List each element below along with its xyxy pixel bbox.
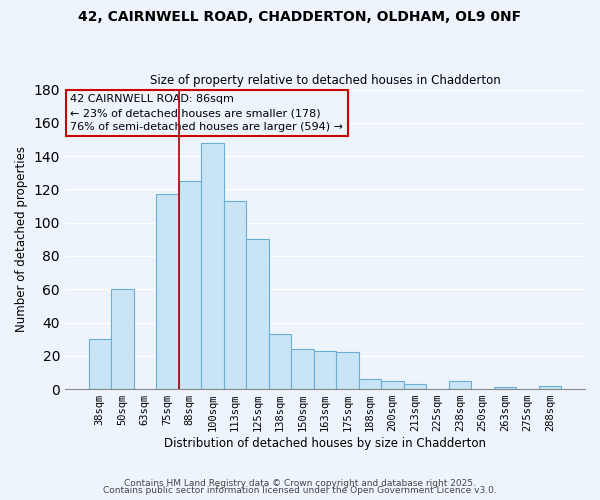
Bar bbox=[224, 201, 246, 389]
Bar bbox=[246, 240, 269, 389]
Bar bbox=[539, 386, 562, 389]
Bar bbox=[336, 352, 359, 389]
Text: Contains HM Land Registry data © Crown copyright and database right 2025.: Contains HM Land Registry data © Crown c… bbox=[124, 478, 476, 488]
Text: Contains public sector information licensed under the Open Government Licence v3: Contains public sector information licen… bbox=[103, 486, 497, 495]
Bar bbox=[314, 351, 336, 389]
Bar bbox=[291, 349, 314, 389]
Bar bbox=[201, 143, 224, 389]
Bar bbox=[359, 379, 381, 389]
Text: 42 CAIRNWELL ROAD: 86sqm
← 23% of detached houses are smaller (178)
76% of semi-: 42 CAIRNWELL ROAD: 86sqm ← 23% of detach… bbox=[70, 94, 343, 132]
Bar bbox=[381, 381, 404, 389]
Bar bbox=[156, 194, 179, 389]
Y-axis label: Number of detached properties: Number of detached properties bbox=[15, 146, 28, 332]
Bar bbox=[404, 384, 426, 389]
Title: Size of property relative to detached houses in Chadderton: Size of property relative to detached ho… bbox=[149, 74, 500, 87]
Bar bbox=[494, 388, 517, 389]
Bar bbox=[269, 334, 291, 389]
Bar bbox=[111, 289, 134, 389]
Bar bbox=[449, 381, 472, 389]
Bar bbox=[89, 339, 111, 389]
Bar bbox=[179, 181, 201, 389]
X-axis label: Distribution of detached houses by size in Chadderton: Distribution of detached houses by size … bbox=[164, 437, 486, 450]
Text: 42, CAIRNWELL ROAD, CHADDERTON, OLDHAM, OL9 0NF: 42, CAIRNWELL ROAD, CHADDERTON, OLDHAM, … bbox=[79, 10, 521, 24]
